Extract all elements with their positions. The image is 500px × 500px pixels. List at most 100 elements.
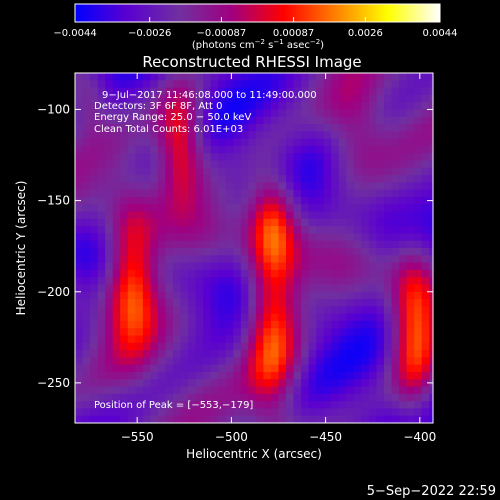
- heatmap-cell: [368, 342, 377, 351]
- heatmap-cell: [376, 189, 385, 198]
- heatmap-cell: [112, 94, 121, 103]
- heatmap-cell: [97, 80, 106, 88]
- heatmap-cell: [316, 386, 325, 395]
- heatmap-cell: [135, 167, 144, 176]
- heatmap-cell: [90, 371, 99, 380]
- heatmap-cell: [172, 116, 181, 125]
- heatmap-cell: [263, 401, 272, 409]
- heatmap-cell: [240, 131, 249, 140]
- heatmap-cell: [188, 255, 196, 263]
- heatmap-cell: [286, 357, 294, 366]
- colorbar-units: (photons cm−2 s−1 asec−2): [192, 38, 324, 51]
- heatmap-cell: [293, 320, 302, 329]
- heatmap-cell: [308, 262, 317, 271]
- heatmap-cell: [361, 226, 370, 234]
- heatmap-cell: [105, 160, 114, 169]
- heatmap-cell: [172, 131, 181, 140]
- heatmap-cell: [233, 80, 242, 88]
- heatmap-cell: [376, 94, 385, 103]
- heatmap-cell: [391, 328, 400, 336]
- heatmap-cell: [157, 291, 166, 300]
- heatmap-cell: [384, 109, 392, 118]
- heatmap-cell: [391, 299, 400, 307]
- heatmap-cell: [97, 240, 106, 249]
- heatmap-cell: [414, 87, 423, 96]
- heatmap-cell: [210, 255, 219, 263]
- heatmap-cell: [75, 204, 83, 212]
- heatmap-cell: [421, 226, 430, 234]
- heatmap-cell: [157, 153, 166, 161]
- heatmap-cell: [218, 102, 227, 110]
- heatmap-cell: [105, 175, 114, 183]
- heatmap-cell: [270, 328, 279, 336]
- heatmap-cell: [429, 415, 433, 423]
- heatmap-cell: [150, 145, 159, 154]
- heatmap-cell: [165, 357, 174, 366]
- heatmap-cell: [384, 255, 392, 263]
- heatmap-cell: [414, 371, 423, 380]
- heatmap-cell: [308, 401, 317, 409]
- heatmap-cell: [346, 408, 355, 417]
- heatmap-cell: [240, 364, 249, 373]
- heatmap-cell: [308, 160, 317, 169]
- heatmap-cell: [120, 226, 129, 234]
- heatmap-cell: [323, 145, 332, 154]
- heatmap-cell: [97, 175, 106, 183]
- heatmap-cell: [142, 379, 151, 387]
- heatmap-cell: [414, 80, 423, 88]
- heatmap-cell: [120, 320, 129, 329]
- heatmap-cell: [293, 167, 302, 176]
- heatmap-cell: [308, 335, 317, 344]
- heatmap-cell: [240, 357, 249, 366]
- heatmap-cell: [323, 335, 332, 344]
- heatmap-cell: [97, 291, 106, 300]
- heatmap-cell: [301, 401, 310, 409]
- heatmap-cell: [127, 415, 136, 423]
- heatmap-cell: [331, 153, 340, 161]
- heatmap-cell: [157, 306, 166, 315]
- heatmap-cell: [150, 73, 159, 81]
- heatmap-cell: [308, 116, 317, 125]
- heatmap-cell: [429, 284, 433, 293]
- heatmap-cell: [338, 262, 347, 271]
- heatmap-cell: [376, 291, 385, 300]
- heatmap-cell: [97, 87, 106, 96]
- heatmap-cell: [429, 189, 433, 198]
- heatmap-cell: [210, 167, 219, 176]
- heatmap-cell: [142, 371, 151, 380]
- heatmap-cell: [263, 160, 272, 169]
- heatmap-cell: [240, 386, 249, 395]
- heatmap-cell: [361, 145, 370, 154]
- heatmap-cell: [316, 262, 325, 271]
- heatmap-cell: [195, 320, 204, 329]
- heatmap-cell: [180, 211, 189, 220]
- heatmap-cell: [165, 160, 174, 169]
- heatmap-cell: [172, 277, 181, 285]
- heatmap-cell: [165, 284, 174, 293]
- heatmap-cell: [120, 240, 129, 249]
- heatmap-cell: [406, 138, 415, 147]
- heatmap-cell: [368, 386, 377, 395]
- heatmap-cell: [368, 73, 377, 81]
- heatmap-cell: [414, 116, 423, 125]
- heatmap-cell: [120, 255, 129, 263]
- heatmap-cell: [406, 153, 415, 161]
- heatmap-cell: [323, 328, 332, 336]
- heatmap-cell: [316, 218, 325, 227]
- heatmap-cell: [195, 196, 204, 205]
- heatmap-cell: [82, 269, 91, 278]
- heatmap-cell: [414, 160, 423, 169]
- heatmap-cell: [429, 102, 433, 110]
- heatmap-cell: [142, 342, 151, 351]
- heatmap-cell: [225, 109, 234, 118]
- heatmap-cell: [97, 386, 106, 395]
- heatmap-cell: [172, 415, 181, 423]
- heatmap-cell: [278, 80, 287, 88]
- heatmap-cell: [105, 306, 114, 315]
- heatmap-cell: [135, 160, 144, 169]
- heatmap-cell: [301, 211, 310, 220]
- heatmap-cell: [278, 320, 287, 329]
- heatmap-cell: [97, 342, 106, 351]
- heatmap-cell: [391, 80, 400, 88]
- heatmap-cell: [97, 299, 106, 307]
